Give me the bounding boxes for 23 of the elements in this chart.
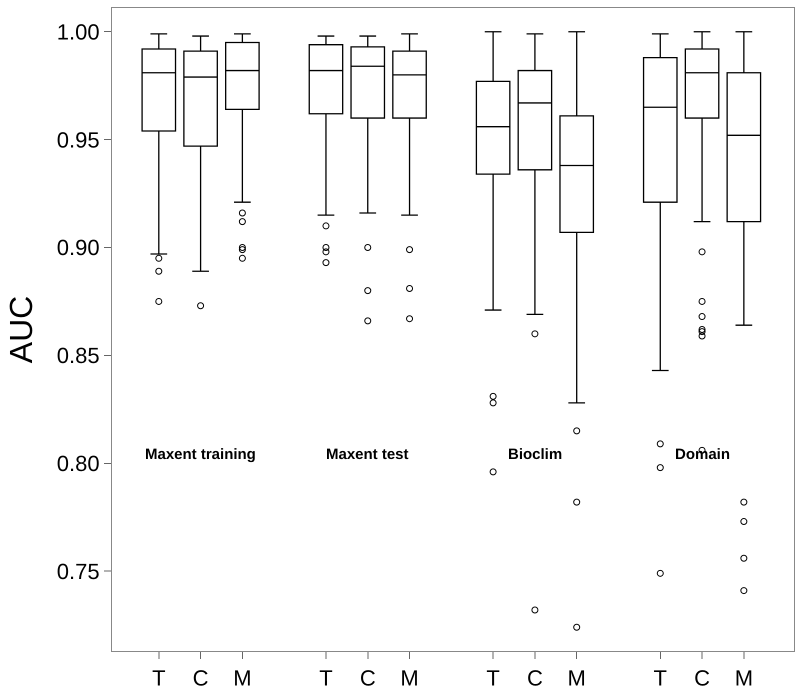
- y-tick-label: 0.75: [56, 558, 100, 584]
- x-tick-label: T: [152, 665, 166, 690]
- x-tick-label: T: [654, 665, 667, 690]
- x-tick-label: M: [400, 665, 419, 690]
- y-tick-label: 0.95: [56, 127, 100, 152]
- y-tick-label: 0.80: [56, 450, 100, 476]
- y-tick-label: 1.00: [56, 19, 100, 44]
- x-tick-label: C: [360, 665, 376, 690]
- y-axis-title: AUC: [3, 296, 40, 364]
- annotation: Maxent test: [326, 446, 409, 463]
- y-tick-label: 0.85: [56, 343, 100, 368]
- annotation: Domain: [675, 446, 730, 463]
- x-tick-label: M: [233, 665, 252, 690]
- annotation: Maxent training: [145, 446, 256, 463]
- x-tick-label: M: [568, 665, 586, 690]
- x-tick-label: T: [486, 665, 500, 690]
- x-tick-label: T: [319, 665, 333, 690]
- y-tick-label: 0.90: [56, 235, 100, 260]
- x-tick-label: C: [694, 665, 710, 690]
- annotation: Bioclim: [508, 446, 562, 463]
- x-tick-label: M: [734, 665, 754, 690]
- x-tick-label: C: [526, 665, 543, 690]
- x-tick-label: C: [192, 665, 209, 690]
